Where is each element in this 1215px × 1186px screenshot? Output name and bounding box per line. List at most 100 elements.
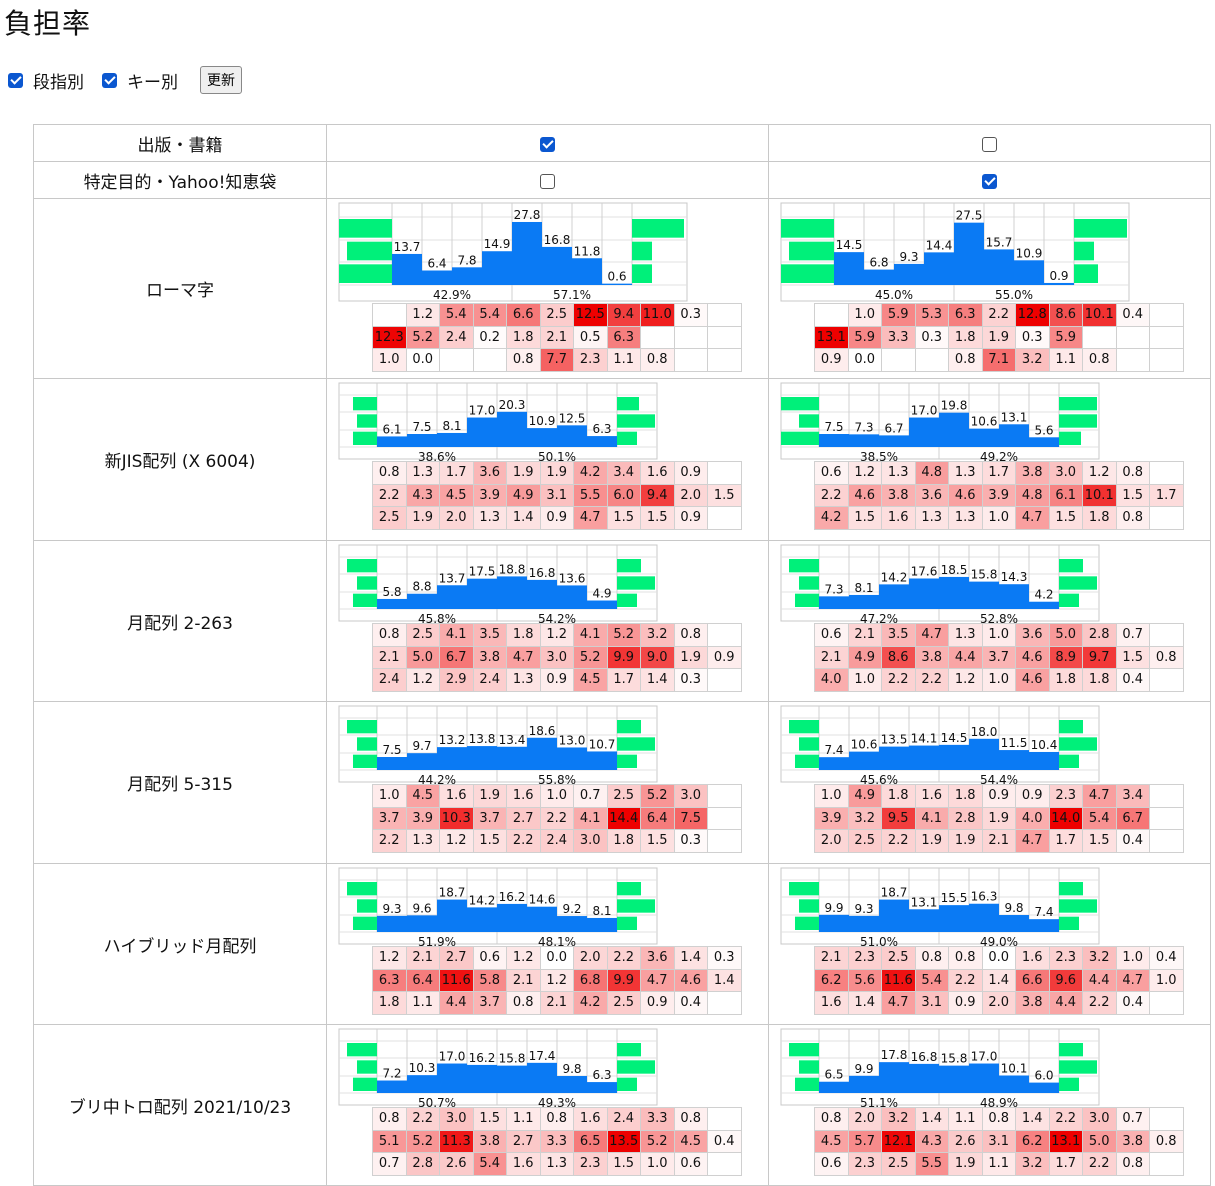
heatmap-cell: 2.5 <box>405 623 440 647</box>
corpus-checkbox[interactable] <box>982 136 997 152</box>
stats-panel: 6.5 9.9 17.8 16.8 15.8 17.0 10.1 6.0 51.1% 48.9% 0… <box>769 1025 1210 1185</box>
left-side-bar <box>795 916 819 930</box>
hand-share-label: 49.2% <box>980 450 1018 464</box>
heatmap-cell: 4.2 <box>573 991 608 1015</box>
finger-bar <box>587 917 617 932</box>
heatmap-cell: 1.6 <box>506 1152 541 1176</box>
heatmap-cell: 4.5 <box>405 784 440 808</box>
heatmap-cell: 2.2 <box>405 1107 440 1131</box>
dan-checkbox-row[interactable]: 段指別 <box>8 68 84 93</box>
finger-bar <box>437 432 467 447</box>
finger-bar <box>1029 1082 1059 1093</box>
heatmap-cell: 5.9 <box>1048 325 1083 349</box>
right-side-bar <box>617 576 655 590</box>
heatmap-row: 1.0 5.9 5.3 6.3 2.2 12.8 8.6 10.1 0.4 <box>814 303 1184 327</box>
heatmap-cell: 0.8 <box>372 623 407 647</box>
finger-value-label: 13.0 <box>559 733 586 747</box>
heatmap-cell: 1.6 <box>814 991 849 1015</box>
heatmap-cell: 5.0 <box>405 645 440 669</box>
heatmap-row: 1.0 4.9 1.8 1.6 1.8 0.9 0.9 2.3 4.7 3.4 <box>814 784 1184 808</box>
heatmap-cell: 2.6 <box>948 1129 983 1153</box>
heatmap-cell: 3.9 <box>981 483 1016 507</box>
corpus-toggle-cell <box>326 124 769 162</box>
heatmap-cell: 0.5 <box>573 325 608 349</box>
hand-share-label: 42.9% <box>433 288 471 302</box>
heatmap-cell: 2.3 <box>1048 946 1083 970</box>
heatmap-cell: 4.6 <box>1015 668 1050 692</box>
stats-cell: 9.3 9.6 18.7 14.2 16.2 14.6 9.2 8.1 51.9% 48.1% 1.… <box>326 863 769 1025</box>
finger-value-label: 7.5 <box>382 743 401 757</box>
finger-bar <box>557 747 587 770</box>
finger-bar <box>527 737 557 770</box>
heatmap-cell: 2.4 <box>472 668 507 692</box>
right-side-bar <box>617 720 641 734</box>
heatmap-cell: 0.4 <box>1149 946 1184 970</box>
heatmap-cell: 0.3 <box>673 303 708 327</box>
heatmap-cell: 1.1 <box>981 1152 1016 1176</box>
heatmap-cell <box>640 325 675 349</box>
heatmap-cell: 5.5 <box>914 1152 949 1176</box>
layout-row: ローマ字 13.7 6.4 7.8 14.9 27.8 16.8 11.8 0.6 42.9% 57… <box>33 198 1211 379</box>
heatmap-cell: 1.1 <box>506 1107 541 1131</box>
key-load-heatmap: 0.6 1.2 1.3 4.8 1.3 1.7 3.8 3.0 1.2 0.8 2.2 4.6 3.8 3… <box>814 461 1184 530</box>
heatmap-cell: 1.1 <box>948 1107 983 1131</box>
left-side-bar <box>357 1060 377 1074</box>
heatmap-row: 4.5 5.7 12.1 4.3 2.6 3.1 6.2 13.1 5.0 3.8 0.8 <box>814 1129 1184 1153</box>
finger-bar <box>467 1064 497 1093</box>
heatmap-cell: 0.7 <box>1115 1107 1150 1131</box>
finger-load-chart: 6.1 7.5 8.1 17.0 20.310.9 12.5 6.3 38.6% 50.1% <box>338 382 658 464</box>
finger-bar <box>512 221 542 285</box>
heatmap-cell: 2.1 <box>539 991 574 1015</box>
heatmap-cell: 11.0 <box>640 303 675 327</box>
heatmap-cell <box>439 348 474 372</box>
hand-share-label: 45.6% <box>860 773 898 787</box>
key-checkbox[interactable] <box>102 72 117 88</box>
heatmap-cell: 3.7 <box>372 806 407 830</box>
key-load-heatmap: 1.2 2.1 2.7 0.6 1.2 0.0 2.0 2.2 3.6 1.4 0.3 6.3 6.4 1… <box>372 946 742 1015</box>
heatmap-cell: 1.8 <box>372 991 407 1015</box>
finger-value-label: 6.8 <box>869 256 888 270</box>
key-checkbox-row[interactable]: キー別 <box>102 68 178 93</box>
hand-share-label: 51.9% <box>418 935 456 949</box>
finger-bar <box>377 915 407 932</box>
heatmap-cell: 6.1 <box>1048 483 1083 507</box>
heatmap-cell <box>707 784 742 808</box>
finger-bar <box>527 906 557 932</box>
heatmap-cell: 1.5 <box>1115 645 1150 669</box>
heatmap-cell <box>1149 829 1184 853</box>
heatmap-cell: 13.5 <box>606 1129 641 1153</box>
heatmap-cell: 2.5 <box>606 784 641 808</box>
heatmap-cell: 6.0 <box>606 483 641 507</box>
dan-checkbox[interactable] <box>8 72 23 88</box>
corpus-checkbox[interactable] <box>982 173 997 189</box>
heatmap-cell: 1.3 <box>948 623 983 647</box>
heatmap-cell: 1.5 <box>472 829 507 853</box>
heatmap-cell: 1.9 <box>981 325 1016 349</box>
corpus-checkbox[interactable] <box>540 136 555 152</box>
left-side-bar <box>781 219 834 238</box>
finger-value-label: 27.5 <box>956 209 983 223</box>
heatmap-cell: 9.9 <box>606 645 641 669</box>
layout-row: 新JIS配列 (X 6004) 6.1 7.5 8.1 17.0 20.3 10.9 12.5… <box>33 378 1211 541</box>
finger-value-label: 13.1 <box>911 895 938 909</box>
heatmap-cell: 5.2 <box>405 325 440 349</box>
heatmap-cell: 2.1 <box>981 829 1016 853</box>
heatmap-cell <box>1082 325 1117 349</box>
finger-bar <box>587 1082 617 1093</box>
finger-bar <box>602 283 632 285</box>
heatmap-cell: 0.9 <box>539 506 574 530</box>
heatmap-cell: 10.1 <box>1082 483 1117 507</box>
finger-value-label: 18.7 <box>881 886 908 900</box>
heatmap-cell: 1.9 <box>506 461 541 485</box>
right-side-bar <box>617 754 637 768</box>
heatmap-cell <box>1115 325 1150 349</box>
right-side-bar <box>1059 754 1079 768</box>
heatmap-cell: 1.1 <box>1048 348 1083 372</box>
heatmap-row: 2.1 5.0 6.7 3.8 4.7 3.0 5.2 9.9 9.0 1.9 0.9 <box>372 645 742 669</box>
finger-value-label: 13.6 <box>559 571 586 585</box>
heatmap-cell: 0.6 <box>814 461 849 485</box>
heatmap-cell: 0.8 <box>1115 461 1150 485</box>
finger-value-label: 9.3 <box>382 902 401 916</box>
corpus-checkbox[interactable] <box>540 173 555 189</box>
refresh-button[interactable]: 更新 <box>200 66 242 94</box>
